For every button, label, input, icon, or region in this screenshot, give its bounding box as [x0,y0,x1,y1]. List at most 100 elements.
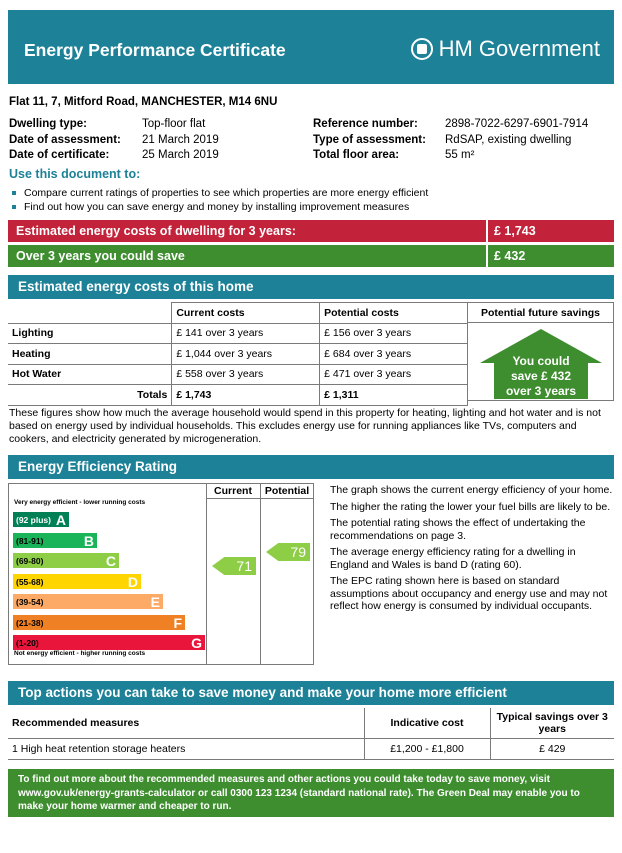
list-item-text: Find out how you can save energy and mon… [24,201,410,213]
potential-cost: £ 471 over 3 years [319,363,468,385]
page-title: Energy Performance Certificate [24,40,286,60]
band-letter: G [191,635,202,651]
info-label: Date of assessment: [9,133,121,146]
info-value: 55 m² [445,149,475,161]
rating-band-c: (69-80) C [13,553,119,569]
band-range: (39-54) [16,597,44,607]
bullet-icon [12,191,16,195]
costs-section-title: Estimated energy costs of this home [8,275,614,299]
rating-band-a: (92 plus) A [13,512,69,528]
measure-name: 1 High heat retention storage heaters [8,738,364,760]
house-arrow-icon: You could save £ 432 over 3 years [480,329,602,399]
band-range: (92 plus) [16,515,51,525]
row-label: Heating [8,343,173,365]
info-label: Date of certificate: [9,149,110,161]
band-letter: D [127,573,138,590]
band-letter: A [55,512,66,528]
cost-summary-label: Estimated energy costs of dwelling for 3… [16,224,296,238]
info-label: Total floor area: [313,149,400,161]
empty-header [8,302,172,324]
band-range: (81-91) [16,535,44,546]
col-header-potential-rating: Potential [260,484,314,499]
crest-icon [410,38,433,60]
cost-summary-bar: Estimated energy costs of dwelling for 3… [8,220,614,242]
row-label: Lighting [8,322,173,344]
current-cost: £ 141 over 3 years [171,322,321,344]
actions-section-title: Top actions you can take to save money a… [8,681,614,705]
table-header-row: Recommended measures Indicative cost Typ… [8,708,614,739]
band-letter: B [83,532,94,549]
totals-potential: £ 1,311 [319,384,468,406]
band-letter: F [173,614,182,631]
top-note: Very energy efficient - lower running co… [14,499,146,506]
rating-band-e: (39-54) E [13,594,163,610]
info-label: Reference number: [313,118,418,130]
cost-summary-value: £ 1,743 [486,220,614,242]
left-info: Dwelling type: Top-floor flat Date of ass… [9,117,219,164]
use-doc-list: Compare current ratings of properties to… [12,186,428,214]
rating-band-b: (81-91) B [13,532,97,549]
band-range: (21-38) [16,617,44,628]
potential-cost: £ 156 over 3 years [319,322,468,344]
current-cost: £ 1,044 over 3 years [171,343,321,365]
info-value: RdSAP, existing dwelling [445,133,572,146]
current-rating-arrow: 71 [212,557,256,575]
measures-table: Recommended measures Indicative cost Typ… [8,708,614,760]
measure-cost: £1,200 - £1,800 [363,738,490,760]
info-value: 2898-7022-6297-6901-7914 [445,118,589,130]
gov-logo-text: HM Government [438,36,600,61]
list-item-text: Compare current ratings of properties to… [24,187,429,199]
totals-row: Totals £ 1,743 £ 1,311 [8,384,468,406]
current-cost: £ 558 over 3 years [171,363,321,385]
info-value: Top-floor flat [142,118,206,130]
saving-line-2: save £ 432 [511,369,571,383]
rating-section-title: Energy Efficiency Rating [8,455,614,479]
info-value: 21 March 2019 [142,133,219,146]
col-header-current: Current costs [171,302,321,324]
rating-note: The higher the rating the lower your fue… [330,500,611,513]
rating-band-f: (21-38) F [13,614,185,631]
saving-line-1: You could [512,354,569,368]
table-row: 1 High heat retention storage heaters £1… [8,738,614,760]
band-letter: E [150,594,160,610]
band-letter: C [105,553,116,569]
footer-note: To find out more about the recommended m… [8,769,614,817]
col-header-current-rating: Current [206,484,260,499]
totals-current: £ 1,743 [171,384,321,406]
potential-rating-arrow: 79 [266,543,310,561]
list-item: Compare current ratings of properties to… [12,186,428,200]
rating-band-g: (1-20) G [13,635,205,651]
saving-summary-bar: Over 3 years you could save £ 432 [8,245,614,267]
totals-label: Totals [8,384,173,406]
rating-note: The average energy efficiency rating for… [330,546,576,571]
rating-note: The potential rating shows the effect of… [330,517,586,542]
costs-table: Current costs Potential costs Lighting £… [8,302,468,406]
table-row: Heating £ 1,044 over 3 years £ 684 over … [8,343,468,365]
rating-note: The EPC rating shown here is based on st… [330,575,608,612]
saving-line-3: over 3 years [506,384,576,398]
row-label: Hot Water [8,363,173,385]
band-range: (1-20) [16,638,39,648]
col-header-cost: Indicative cost [363,708,490,739]
saving-summary-label: Over 3 years you could save [16,249,185,263]
list-item: Find out how you can save energy and mon… [12,200,428,214]
table-header-row: Current costs Potential costs [8,302,468,324]
info-label: Type of assessment: [313,133,426,146]
col-header-measure: Recommended measures [8,708,364,739]
table-row: Lighting £ 141 over 3 years £ 156 over 3… [8,322,468,344]
right-info: Reference number: 2898-7022-6297-6901-791… [313,117,588,164]
header-banner: Energy Performance Certificate HM Govern… [8,10,614,84]
band-range: (69-80) [16,556,44,566]
table-row: Hot Water £ 558 over 3 years £ 471 over … [8,363,468,385]
rating-chart: Very energy efficient - lower running co… [8,483,314,665]
potential-savings-box: Potential future savings You could save … [468,302,614,401]
costs-explanation: These figures show how much the average … [9,407,601,445]
measure-saving: £ 429 [489,738,614,760]
col-header-potential: Potential costs [319,302,468,324]
info-value: 25 March 2019 [142,149,219,161]
rating-note: The graph shows the current energy effic… [330,484,613,496]
col-header-savings: Potential future savings [468,303,613,323]
bullet-icon [12,205,16,209]
saving-summary-value: £ 432 [486,245,614,267]
rating-notes: The graph shows the current energy effic… [330,484,614,617]
